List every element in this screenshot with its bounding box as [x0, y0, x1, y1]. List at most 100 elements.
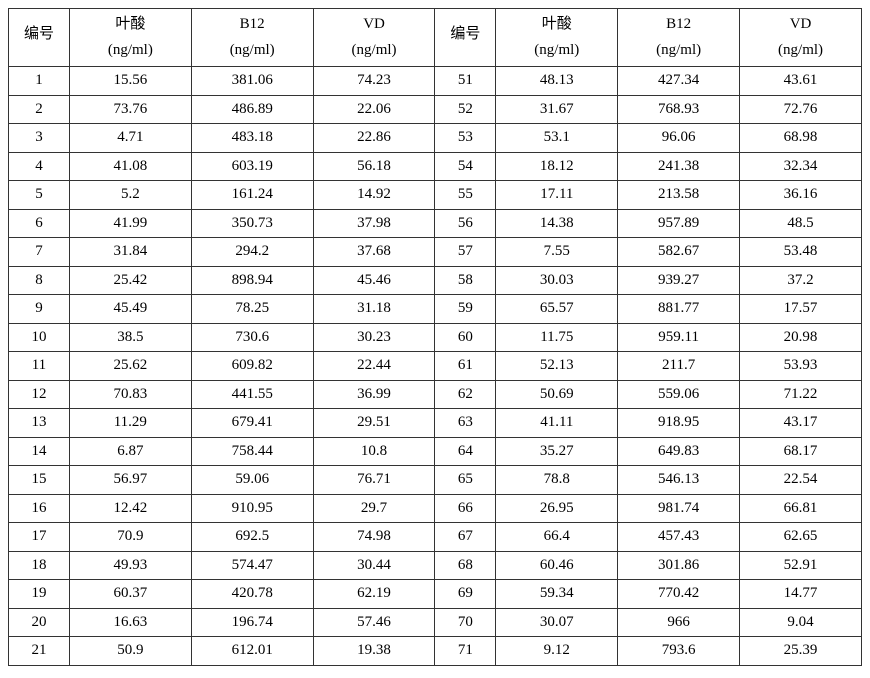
- table-cell: 53: [435, 124, 496, 153]
- table-cell: 57.46: [313, 608, 435, 637]
- table-cell: 11.75: [496, 323, 618, 352]
- table-cell: 15.56: [69, 67, 191, 96]
- table-cell: 71.22: [740, 380, 862, 409]
- header-unit: (ng/ml): [620, 41, 737, 61]
- table-cell: 56.18: [313, 152, 435, 181]
- table-row: 825.42898.9445.465830.03939.2737.2: [9, 266, 862, 295]
- table-cell: 54: [435, 152, 496, 181]
- table-cell: 76.71: [313, 466, 435, 495]
- header-label: VD: [316, 15, 433, 35]
- table-cell: 14: [9, 437, 70, 466]
- header-label: 编号: [11, 25, 67, 45]
- table-cell: 770.42: [618, 580, 740, 609]
- table-cell: 793.6: [618, 637, 740, 666]
- header-label: 叶酸: [498, 15, 615, 35]
- table-cell: 10: [9, 323, 70, 352]
- table-cell: 51: [435, 67, 496, 96]
- table-cell: 25.39: [740, 637, 862, 666]
- table-cell: 66: [435, 494, 496, 523]
- table-header-row: 编号 叶酸 (ng/ml) B12 (ng/ml) VD (ng/ml) 编号 …: [9, 9, 862, 67]
- table-cell: 59.34: [496, 580, 618, 609]
- table-cell: 19.38: [313, 637, 435, 666]
- table-cell: 68.98: [740, 124, 862, 153]
- table-cell: 56: [435, 209, 496, 238]
- header-vd-left: VD (ng/ml): [313, 9, 435, 67]
- table-cell: 420.78: [191, 580, 313, 609]
- table-cell: 957.89: [618, 209, 740, 238]
- table-cell: 43.61: [740, 67, 862, 96]
- table-cell: 37.68: [313, 238, 435, 267]
- table-cell: 603.19: [191, 152, 313, 181]
- header-id-right: 编号: [435, 9, 496, 67]
- table-cell: 22.06: [313, 95, 435, 124]
- table-cell: 74.98: [313, 523, 435, 552]
- table-cell: 68: [435, 551, 496, 580]
- table-cell: 30.03: [496, 266, 618, 295]
- table-cell: 70.9: [69, 523, 191, 552]
- table-cell: 53.1: [496, 124, 618, 153]
- table-cell: 65: [435, 466, 496, 495]
- table-row: 2150.9612.0119.38719.12793.625.39: [9, 637, 862, 666]
- table-row: 1612.42910.9529.76626.95981.7466.81: [9, 494, 862, 523]
- header-label: 编号: [437, 25, 493, 45]
- table-cell: 692.5: [191, 523, 313, 552]
- table-cell: 8: [9, 266, 70, 295]
- table-row: 34.71483.1822.865353.196.0668.98: [9, 124, 862, 153]
- table-cell: 50.9: [69, 637, 191, 666]
- header-folate-left: 叶酸 (ng/ml): [69, 9, 191, 67]
- table-cell: 939.27: [618, 266, 740, 295]
- table-cell: 53.93: [740, 352, 862, 381]
- table-row: 1311.29679.4129.516341.11918.9543.17: [9, 409, 862, 438]
- table-cell: 62: [435, 380, 496, 409]
- table-cell: 981.74: [618, 494, 740, 523]
- table-cell: 41.11: [496, 409, 618, 438]
- table-cell: 14.92: [313, 181, 435, 210]
- table-cell: 609.82: [191, 352, 313, 381]
- table-cell: 49.93: [69, 551, 191, 580]
- table-cell: 73.76: [69, 95, 191, 124]
- header-b12-left: B12 (ng/ml): [191, 9, 313, 67]
- table-cell: 12: [9, 380, 70, 409]
- table-cell: 26.95: [496, 494, 618, 523]
- table-cell: 14.38: [496, 209, 618, 238]
- table-cell: 758.44: [191, 437, 313, 466]
- table-cell: 60.46: [496, 551, 618, 580]
- table-cell: 16.63: [69, 608, 191, 637]
- header-vd-right: VD (ng/ml): [740, 9, 862, 67]
- table-cell: 72.76: [740, 95, 862, 124]
- table-cell: 5.2: [69, 181, 191, 210]
- table-cell: 14.77: [740, 580, 862, 609]
- table-cell: 66.81: [740, 494, 862, 523]
- table-row: 945.4978.2531.185965.57881.7717.57: [9, 295, 862, 324]
- table-cell: 58: [435, 266, 496, 295]
- table-cell: 9.12: [496, 637, 618, 666]
- table-cell: 350.73: [191, 209, 313, 238]
- table-cell: 32.34: [740, 152, 862, 181]
- table-cell: 1: [9, 67, 70, 96]
- table-cell: 70: [435, 608, 496, 637]
- table-row: 1849.93574.4730.446860.46301.8652.91: [9, 551, 862, 580]
- table-cell: 56.97: [69, 466, 191, 495]
- table-cell: 48.13: [496, 67, 618, 96]
- table-cell: 679.41: [191, 409, 313, 438]
- table-cell: 60.37: [69, 580, 191, 609]
- table-row: 55.2161.2414.925517.11213.5836.16: [9, 181, 862, 210]
- table-row: 1556.9759.0676.716578.8546.1322.54: [9, 466, 862, 495]
- table-row: 1125.62609.8222.446152.13211.753.93: [9, 352, 862, 381]
- table-row: 273.76486.8922.065231.67768.9372.76: [9, 95, 862, 124]
- table-cell: 52: [435, 95, 496, 124]
- table-cell: 441.55: [191, 380, 313, 409]
- table-cell: 427.34: [618, 67, 740, 96]
- table-row: 115.56381.0674.235148.13427.3443.61: [9, 67, 862, 96]
- table-cell: 16: [9, 494, 70, 523]
- table-cell: 70.83: [69, 380, 191, 409]
- table-cell: 10.8: [313, 437, 435, 466]
- table-cell: 17: [9, 523, 70, 552]
- header-unit: (ng/ml): [498, 41, 615, 61]
- table-cell: 546.13: [618, 466, 740, 495]
- table-cell: 71: [435, 637, 496, 666]
- table-cell: 22.54: [740, 466, 862, 495]
- table-cell: 13: [9, 409, 70, 438]
- table-cell: 6.87: [69, 437, 191, 466]
- table-cell: 18.12: [496, 152, 618, 181]
